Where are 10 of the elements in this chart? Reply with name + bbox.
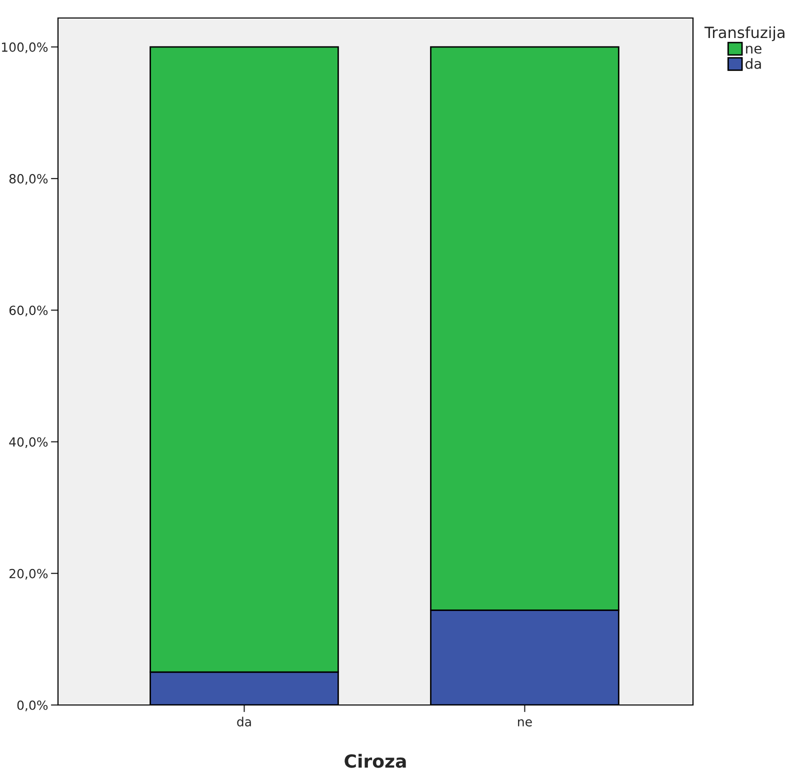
legend-label: ne [746, 46, 762, 54]
legend-title: Transfuzija [704, 26, 784, 42]
x-axis-title: Ciroza [344, 754, 406, 768]
y-tick-label: 60,0% [9, 306, 48, 316]
y-tick-label: 80,0% [9, 174, 48, 185]
y-tick-label: 0,0% [17, 700, 48, 712]
y-tick-label: 20,0% [9, 568, 48, 580]
y-tick-label: 100,0% [2, 42, 48, 54]
legend-label: da [746, 58, 761, 69]
y-tick-label: 40,0% [9, 437, 48, 448]
